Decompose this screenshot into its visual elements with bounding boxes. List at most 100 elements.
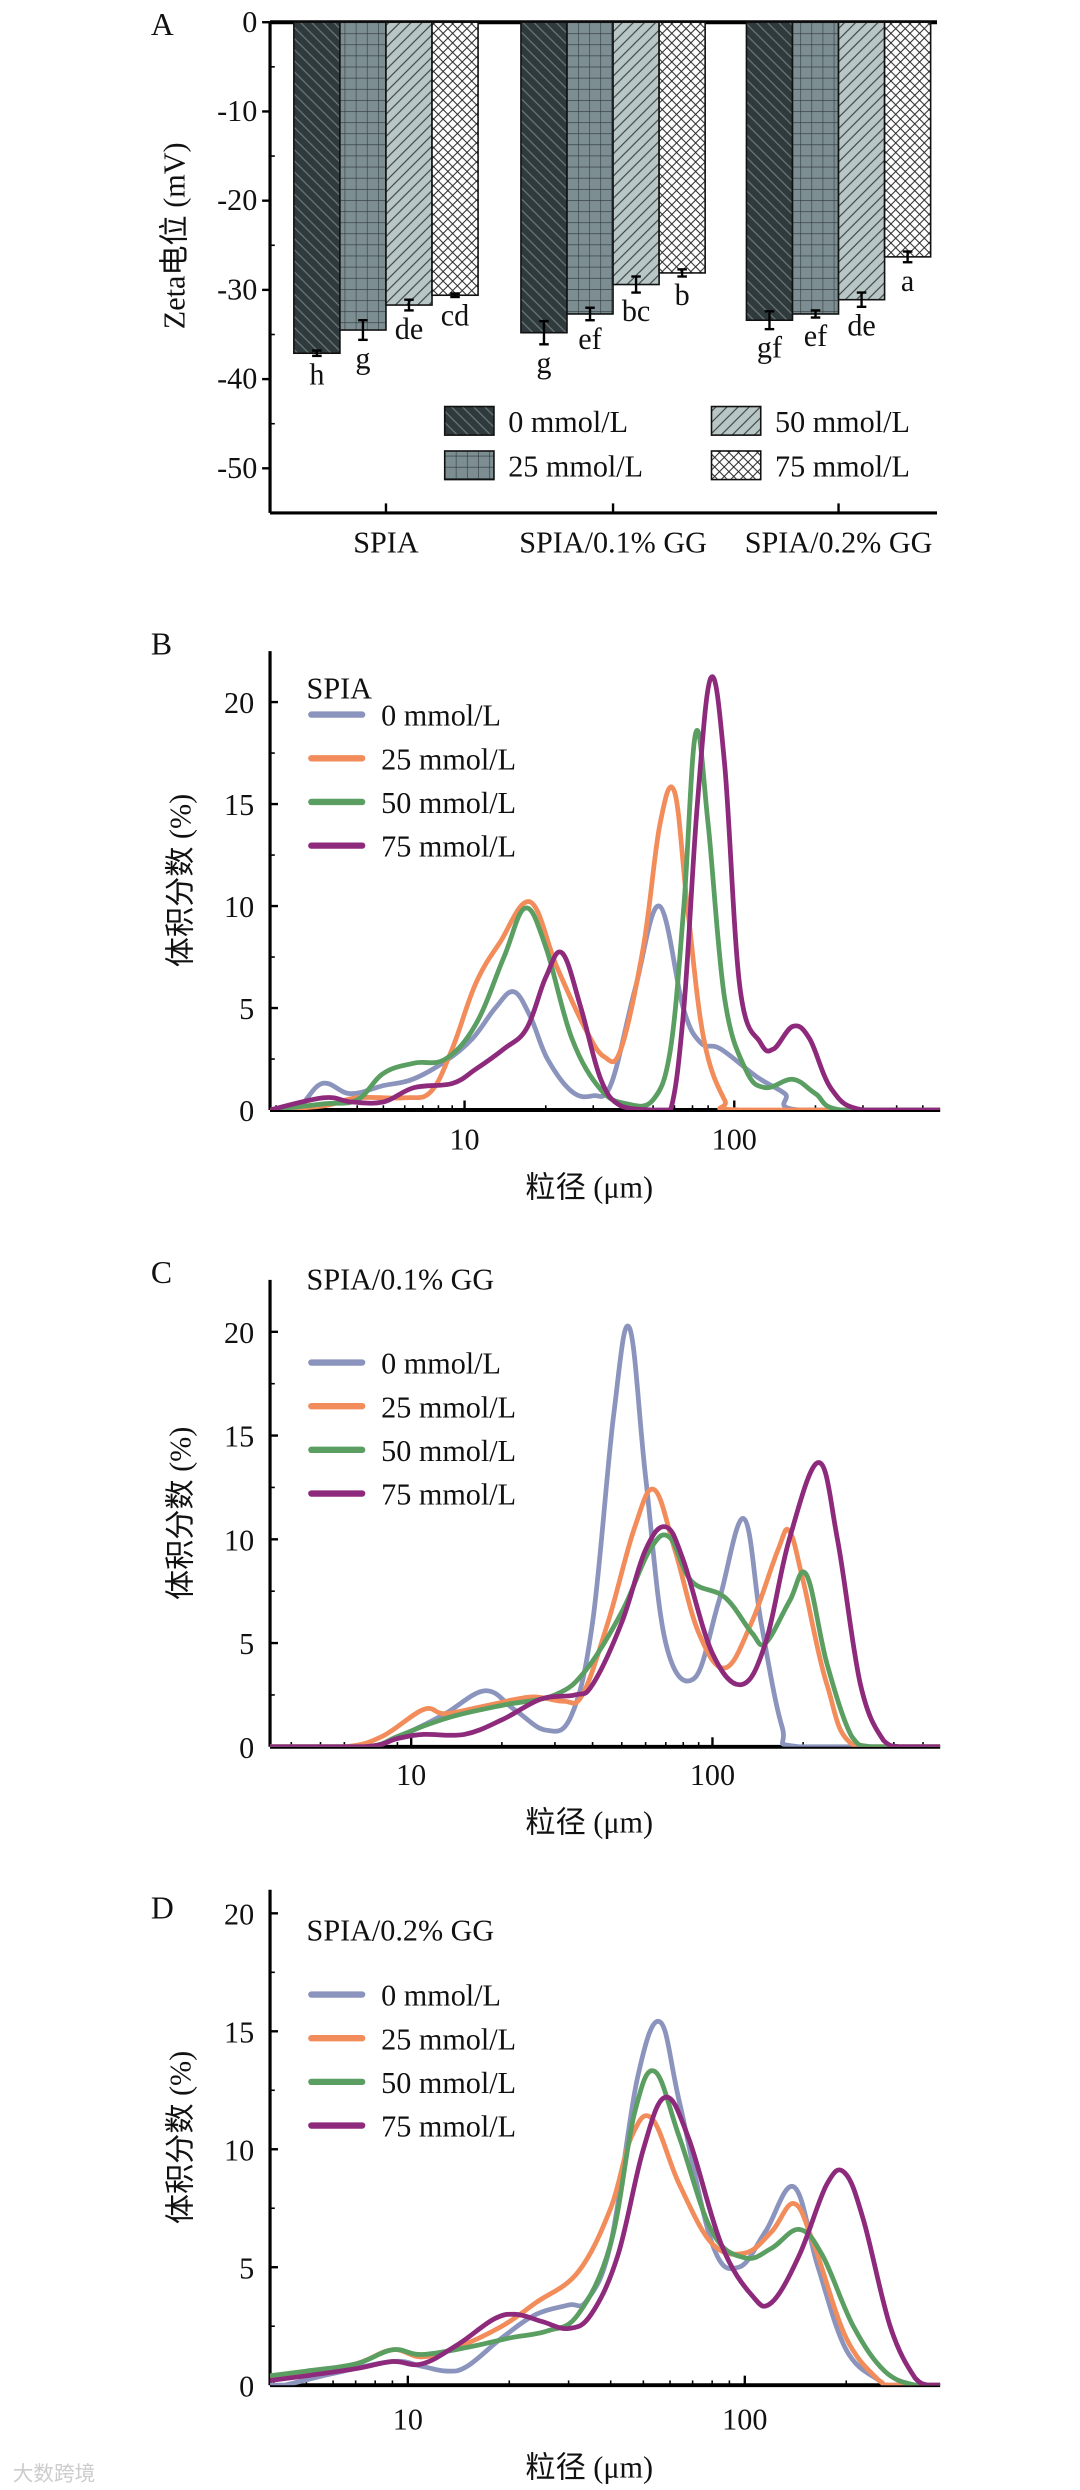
bar	[791, 21, 840, 315]
bar	[520, 21, 568, 334]
bar	[431, 21, 479, 297]
y-tick-label: -40	[217, 362, 257, 396]
x-axis-label: 粒径 (μm)	[525, 2450, 653, 2484]
series-line-0-mmol	[270, 1323, 941, 1747]
y-axis-label: 体积分数 (%)	[164, 2051, 198, 2224]
x-category-label: SPIA	[353, 526, 419, 560]
legend-swatch	[443, 450, 495, 481]
legend-label: 50 mmol/L	[381, 2066, 516, 2100]
y-axis-label: 体积分数 (%)	[164, 1427, 198, 1600]
significance-letter: ef	[578, 322, 602, 356]
bar	[385, 21, 433, 306]
y-tick-label: -20	[217, 183, 257, 217]
x-tick-label: 100	[690, 1758, 735, 1792]
legend-label: 75 mmol/L	[381, 2110, 516, 2144]
legend-label: 0 mmol/L	[381, 699, 501, 733]
significance-letter: de	[847, 308, 875, 342]
legend-label: 50 mmol/L	[381, 1434, 516, 1468]
significance-letter: h	[309, 357, 324, 391]
y-tick-label: 0	[239, 1094, 254, 1128]
y-tick-label: 0	[239, 1731, 254, 1765]
legend-label: 25 mmol/L	[508, 449, 643, 483]
legend-label: 25 mmol/L	[381, 2022, 516, 2056]
significance-letter: a	[901, 264, 914, 298]
watermark: 大数跨境	[13, 2461, 96, 2485]
bar	[837, 21, 886, 301]
legend-label: 0 mmol/L	[508, 405, 628, 439]
series-line-25-mmol	[270, 1486, 941, 1747]
y-tick-label: -50	[217, 451, 257, 485]
legend-label: 0 mmol/L	[381, 1347, 501, 1381]
x-tick-label: 100	[722, 2403, 767, 2437]
panel-label: D	[151, 1890, 174, 1925]
legend-swatch	[710, 450, 762, 481]
panel-c-line-chart: C 0 5 10 15 20 10 100 粒径 (μm) 体积分数 (%) SPIA/0.1% G…	[151, 1255, 941, 1840]
legend-label: 25 mmol/L	[381, 742, 516, 776]
bar	[883, 21, 932, 258]
bar	[745, 21, 794, 322]
y-tick-label: 20	[224, 1316, 254, 1350]
significance-letter: g	[536, 346, 551, 380]
significance-letter: g	[355, 341, 370, 375]
panel-d-line-chart: D 0 5 10 15 20 10 100 粒径 (μm) 体积分数 (%) SPIA/0.2% G…	[151, 1889, 941, 2484]
y-axis-label: 体积分数 (%)	[164, 794, 198, 967]
y-tick-label: 10	[224, 2133, 254, 2167]
y-tick-label: 15	[224, 2015, 254, 2049]
bar	[339, 21, 387, 331]
series-line-75-mmol	[270, 674, 941, 1111]
x-axis-label: 粒径 (μm)	[525, 1806, 653, 1840]
significance-letter: gf	[757, 331, 783, 365]
legend-label: 50 mmol/L	[775, 405, 910, 439]
series-line-50-mmol	[270, 1532, 941, 1747]
legend-label: 50 mmol/L	[381, 786, 516, 820]
y-tick-label: 15	[224, 788, 254, 822]
series-line-75-mmol	[270, 1460, 941, 1747]
series-line-0-mmol	[270, 2018, 941, 2386]
y-tick-label: 20	[224, 1897, 254, 1931]
legend-swatch	[710, 405, 762, 436]
legend-label: 25 mmol/L	[381, 1390, 516, 1424]
series-line-25-mmol	[270, 784, 941, 1111]
chart-title: SPIA/0.1% GG	[307, 1262, 495, 1296]
y-tick-label: 10	[224, 1523, 254, 1557]
y-tick-label: -10	[217, 94, 257, 128]
bar	[566, 21, 614, 315]
chart-title: SPIA/0.2% GG	[307, 1914, 495, 1948]
y-axis-label: Zeta电位 (mV)	[157, 142, 191, 329]
chart-title: SPIA	[307, 672, 373, 706]
y-tick-label: -30	[217, 272, 257, 306]
series-line-50-mmol	[270, 728, 941, 1111]
x-tick-label: 10	[396, 1758, 426, 1792]
panel-label-a: A	[151, 7, 174, 42]
legend-label: 75 mmol/L	[775, 449, 910, 483]
series-line-75-mmol	[270, 2094, 941, 2386]
x-tick-label: 10	[393, 2403, 423, 2437]
bar	[293, 21, 341, 355]
legend-label: 75 mmol/L	[381, 1478, 516, 1512]
y-tick-label: 10	[224, 890, 254, 924]
series-line-50-mmol	[270, 2068, 941, 2386]
significance-letter: b	[675, 278, 690, 312]
x-category-label: SPIA/0.1% GG	[519, 526, 707, 560]
x-tick-label: 10	[449, 1123, 479, 1157]
y-tick-label: 5	[239, 992, 254, 1026]
bar	[612, 21, 660, 286]
legend-label: 75 mmol/L	[381, 830, 516, 864]
y-tick-label: 0	[239, 2369, 254, 2403]
y-tick-label: 5	[239, 1627, 254, 1661]
bar	[658, 21, 706, 274]
x-axis-label: 粒径 (μm)	[525, 1170, 653, 1204]
legend-label: 0 mmol/L	[381, 1979, 501, 2013]
y-tick-label: 0	[242, 5, 257, 39]
significance-letter: de	[395, 312, 423, 346]
x-tick-label: 100	[712, 1123, 757, 1157]
series-line-0-mmol	[270, 903, 941, 1111]
panel-label: B	[151, 626, 172, 661]
legend-swatch	[443, 405, 495, 436]
y-tick-label: 20	[224, 686, 254, 720]
panel-label: C	[151, 1255, 172, 1290]
